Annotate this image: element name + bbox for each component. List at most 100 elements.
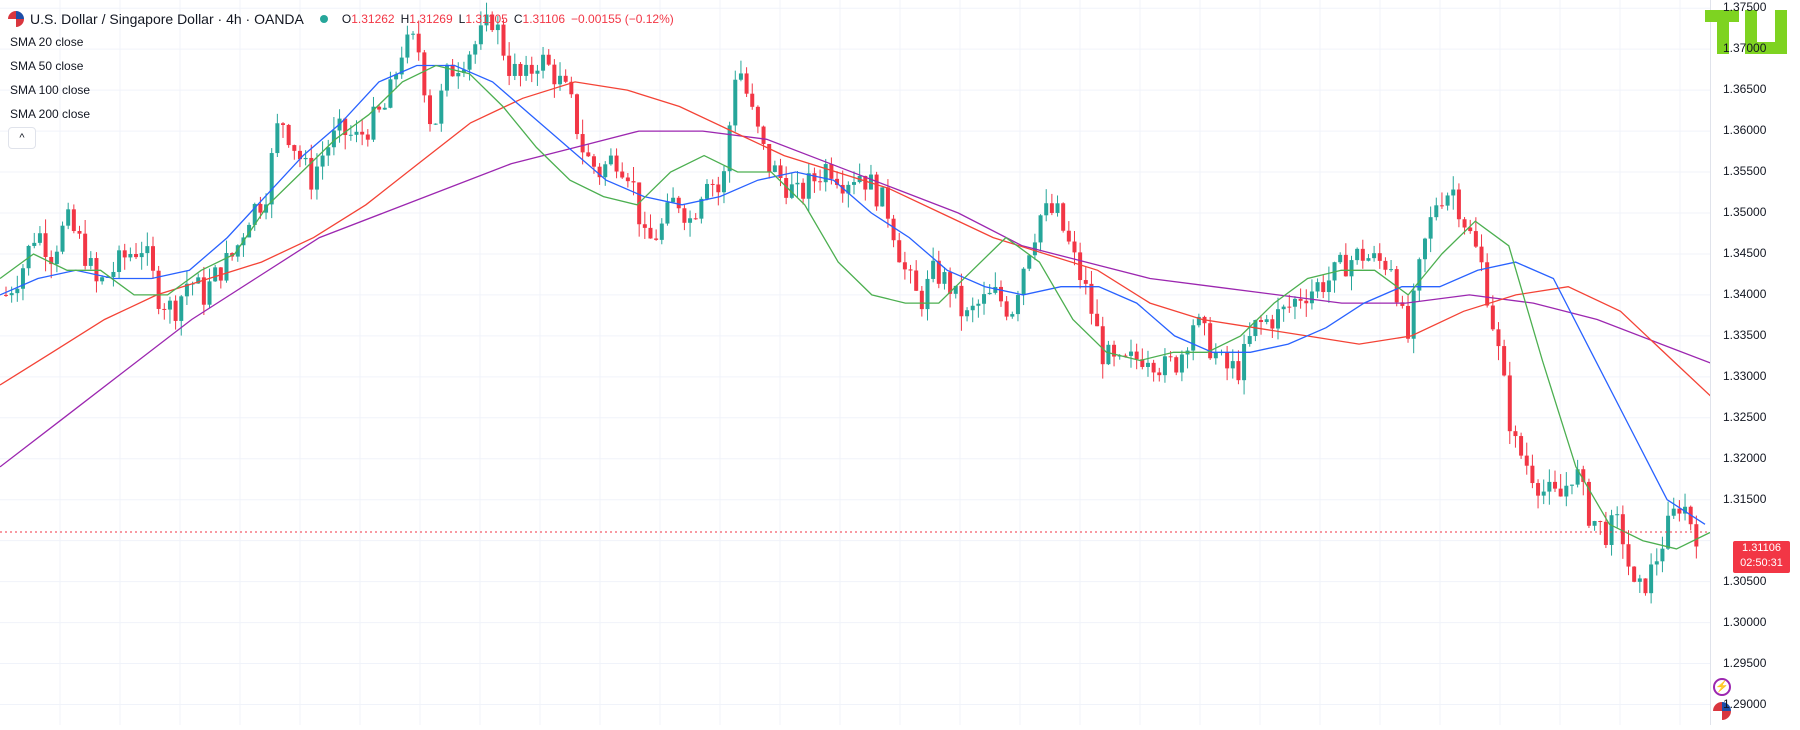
candle-up	[970, 305, 975, 311]
candle-up	[976, 303, 981, 306]
candle-down	[156, 270, 161, 309]
candle-down	[580, 134, 585, 153]
candle-down	[1321, 282, 1326, 293]
candle-down	[620, 171, 625, 178]
candle-up	[1038, 215, 1043, 243]
candle-up	[224, 253, 229, 281]
price-axis-tick: 1.32000	[1723, 450, 1767, 465]
candle-down	[1287, 306, 1292, 308]
candle-down	[297, 150, 302, 160]
candle-down	[1479, 246, 1484, 263]
candle-down	[1598, 521, 1603, 523]
candle-up	[721, 171, 726, 193]
candle-down	[122, 250, 127, 258]
candle-up	[1027, 255, 1032, 269]
high-value: 1.31269	[409, 12, 453, 26]
candle-up	[1637, 578, 1642, 582]
candle-down	[1100, 326, 1105, 365]
candle-down	[778, 165, 783, 179]
indicator-sma50[interactable]: SMA 50 close	[10, 59, 84, 73]
symbol-title[interactable]: U.S. Dollar / Singapore Dollar · 4h · OA…	[30, 11, 304, 27]
candle-up	[982, 294, 987, 304]
candle-up	[603, 164, 608, 178]
candle-up	[1349, 260, 1354, 277]
candle-down	[1473, 231, 1478, 247]
candle-down	[529, 64, 534, 74]
candle-up	[66, 209, 71, 226]
price-axis-tick: 1.30000	[1723, 614, 1767, 629]
candle-up	[1247, 336, 1252, 344]
candle-down	[1225, 352, 1230, 369]
candle-down	[1157, 372, 1162, 376]
candle-up	[1422, 238, 1427, 260]
candle-up	[1338, 254, 1343, 263]
candle-up	[444, 64, 449, 91]
candle-down	[654, 238, 659, 240]
candle-up	[608, 155, 613, 165]
candle-up	[1660, 548, 1665, 562]
candle-down	[1236, 361, 1241, 381]
indicator-sma20[interactable]: SMA 20 close	[10, 35, 84, 49]
candle-down	[840, 184, 845, 194]
candle-up	[478, 25, 483, 45]
candle-up	[456, 72, 461, 77]
candle-up	[1417, 259, 1422, 291]
candle-up	[461, 69, 466, 73]
candle-down	[642, 224, 647, 228]
candle-up	[184, 283, 189, 297]
candle-up	[394, 74, 399, 80]
candle-down	[812, 173, 817, 182]
candle-down	[77, 231, 82, 234]
candle-down	[1270, 319, 1275, 329]
candle-down	[428, 95, 432, 125]
sma50-line	[0, 64, 1706, 525]
candle-down	[1208, 323, 1213, 359]
candle-down	[1123, 355, 1128, 357]
candle-down	[377, 106, 382, 110]
candle-down	[518, 63, 523, 76]
candle-up	[688, 218, 693, 223]
lightning-icon[interactable]: ⚡	[1713, 678, 1731, 696]
candle-down	[914, 270, 919, 291]
price-chart[interactable]	[0, 0, 1726, 725]
candle-up	[524, 64, 529, 76]
candle-down	[1004, 301, 1009, 317]
candle-up	[846, 184, 851, 194]
candle-down	[360, 131, 365, 135]
change-value: −0.00155 (−0.12%)	[571, 12, 674, 26]
price-axis[interactable]	[1710, 0, 1800, 725]
candle-down	[1677, 508, 1682, 514]
indicator-sma100[interactable]: SMA 100 close	[10, 83, 91, 97]
candle-up	[111, 271, 116, 277]
candle-down	[1112, 344, 1117, 357]
candle-up	[1106, 344, 1111, 365]
candle-up	[167, 300, 172, 310]
candle-down	[1502, 346, 1507, 376]
candle-up	[942, 272, 947, 284]
candle-up	[665, 202, 670, 224]
candle-down	[1513, 431, 1518, 437]
candle-down	[1553, 481, 1558, 489]
open-value: 1.31262	[351, 12, 395, 26]
collapse-button[interactable]: ^	[8, 127, 36, 149]
candle-up	[1191, 325, 1196, 351]
price-axis-tick: 1.31500	[1723, 491, 1767, 506]
candle-up	[1569, 484, 1574, 486]
indicator-sma200[interactable]: SMA 200 close	[10, 107, 91, 121]
chart-area[interactable]	[0, 0, 1726, 725]
candle-up	[541, 54, 546, 71]
candle-up	[37, 233, 42, 243]
candle-down	[490, 14, 495, 31]
candle-down	[309, 157, 314, 190]
candle-up	[1575, 469, 1580, 485]
candle-up	[88, 258, 93, 266]
bar-countdown: 02:50:31	[1740, 557, 1783, 569]
candle-down	[631, 181, 636, 183]
candle-down	[1507, 375, 1512, 432]
sma200-line	[0, 130, 1726, 468]
candle-up	[795, 182, 800, 185]
candle-up	[473, 44, 478, 55]
candle-up	[1276, 309, 1280, 329]
candle-down	[1049, 203, 1054, 213]
market-status-dot	[319, 15, 328, 23]
